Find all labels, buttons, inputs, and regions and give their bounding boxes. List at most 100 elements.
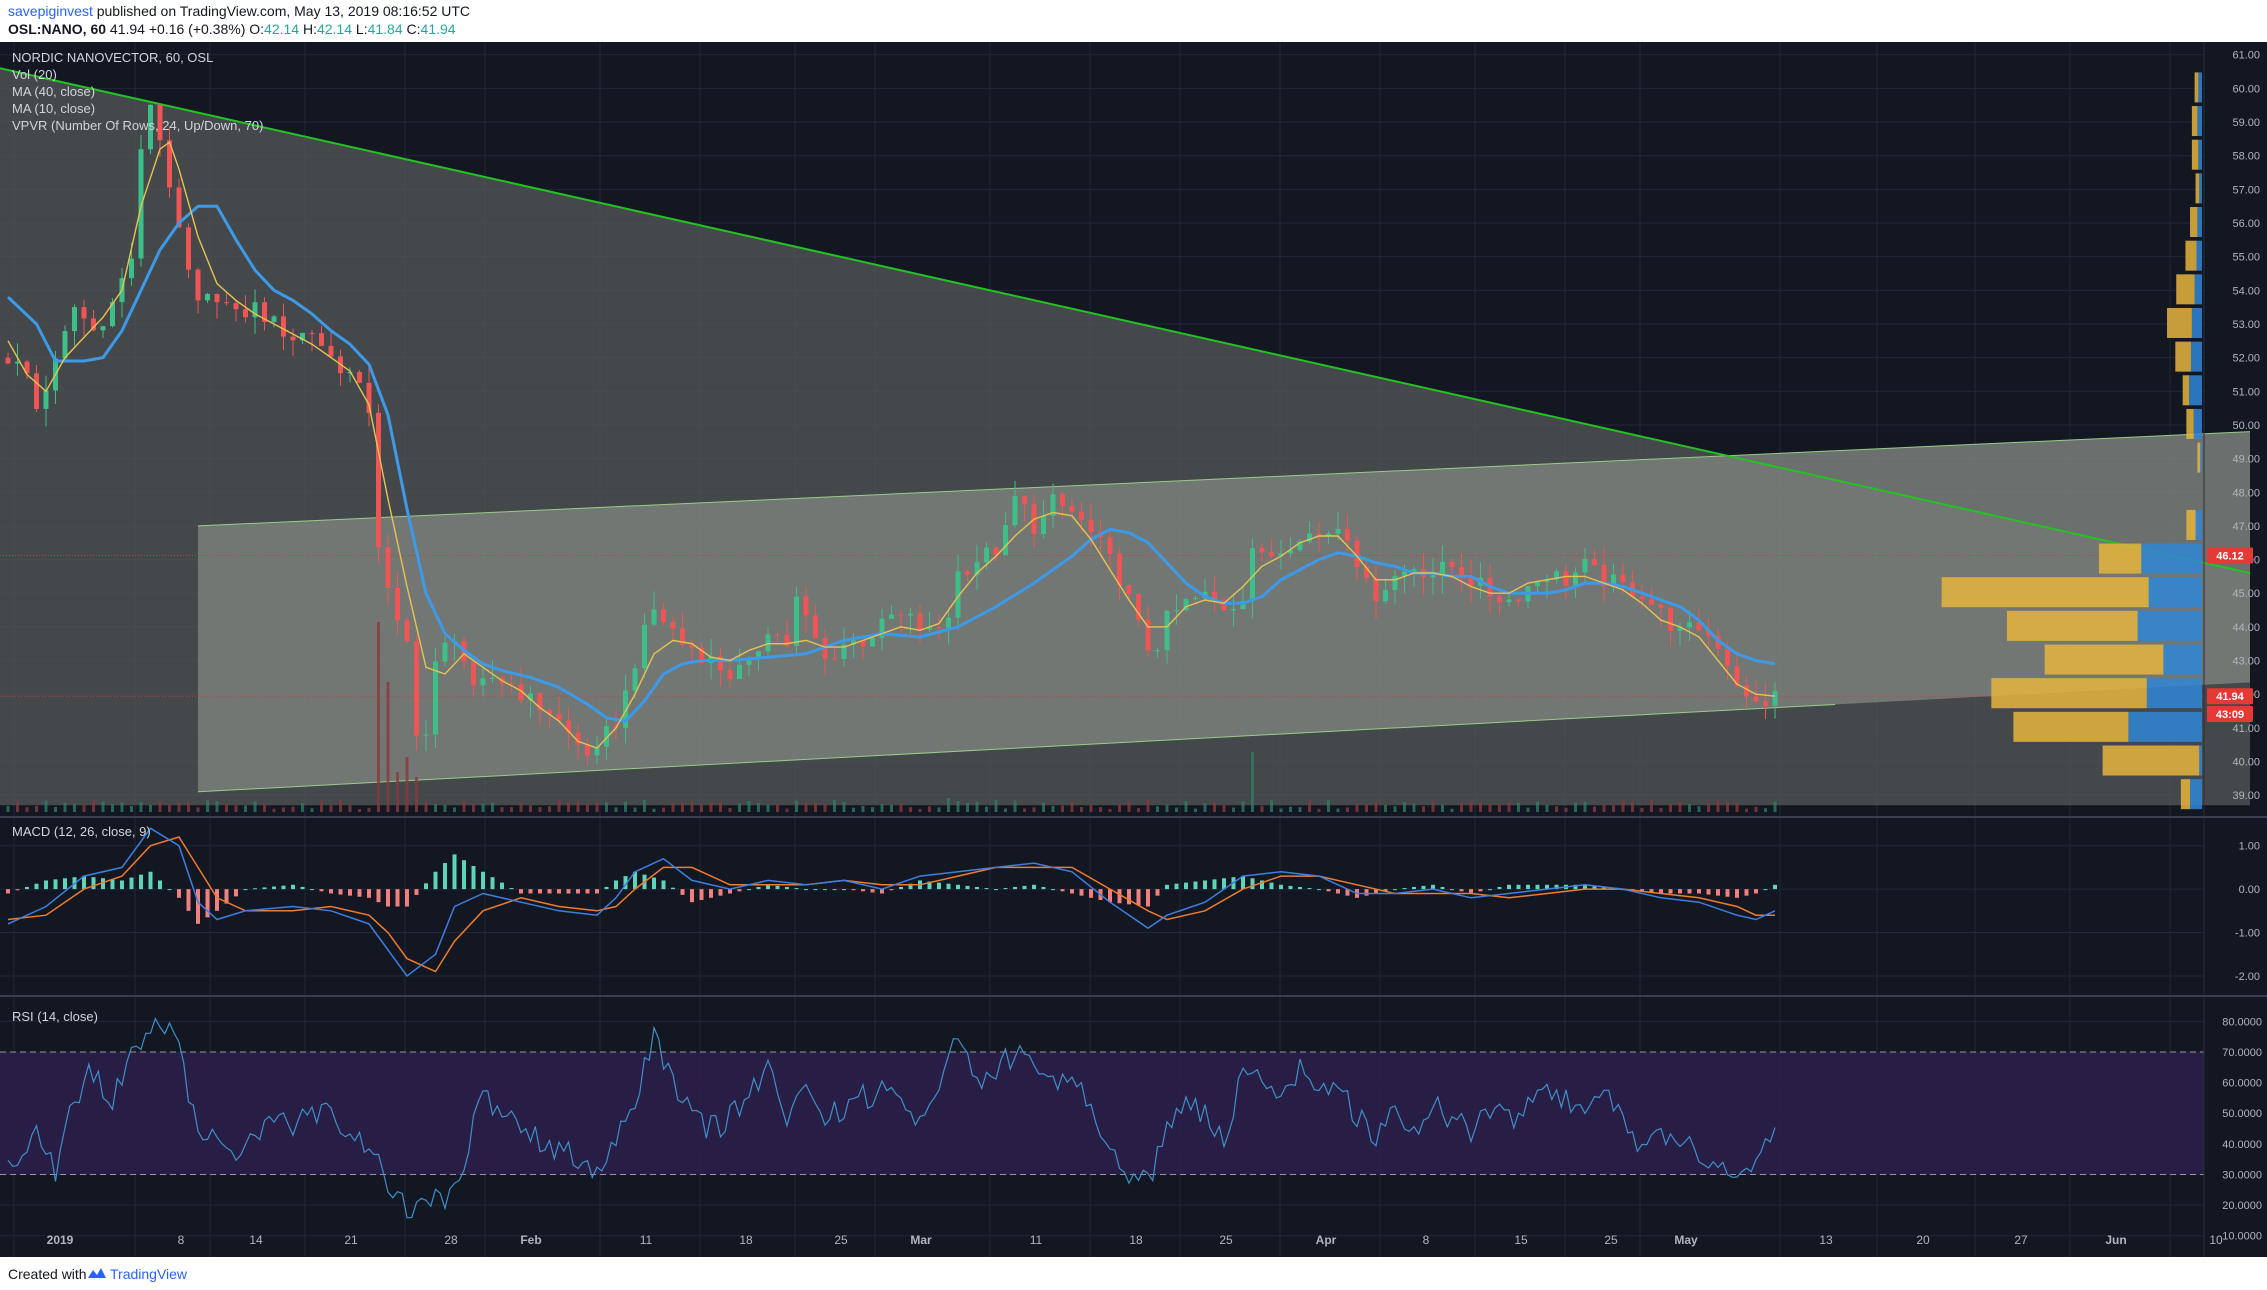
macd-hist-69 — [661, 880, 666, 890]
volume-bar-98 — [937, 807, 941, 812]
volume-bar-36 — [348, 805, 352, 812]
macd-hist-85 — [813, 889, 818, 891]
candle-body-92 — [879, 618, 885, 638]
price-tick-1: 60.00 — [2232, 83, 2260, 95]
volume-bar-117 — [1118, 804, 1121, 812]
volume-bar-9 — [92, 800, 95, 812]
macd-hist-157 — [1497, 886, 1502, 890]
footer: Created with TradingView — [0, 1257, 2267, 1290]
candle-body-179 — [1706, 630, 1711, 636]
candle-body-110 — [1050, 494, 1056, 516]
volume-bar-5 — [54, 806, 57, 812]
volume-bar-134 — [1279, 808, 1283, 812]
candle-body-94 — [898, 614, 904, 616]
macd-hist-162 — [1545, 884, 1549, 890]
volume-bar-86 — [823, 804, 827, 812]
candle-body-138 — [1316, 533, 1322, 536]
volume-bar-18 — [177, 802, 181, 812]
macd-hist-126 — [1203, 880, 1207, 890]
volume-bar-89 — [852, 807, 855, 812]
volume-bar-8 — [82, 804, 86, 812]
macd-hist-182 — [1735, 889, 1739, 898]
rsi-pane — [0, 1017, 2204, 1219]
macd-hist-160 — [1526, 884, 1530, 890]
price-tick-20: 41.00 — [2232, 723, 2260, 735]
author-link[interactable]: savepiginvest — [8, 3, 93, 19]
candle-body-174 — [1658, 604, 1664, 608]
volume-bar-2 — [25, 807, 29, 812]
volume-bar-122 — [1165, 804, 1169, 812]
candle-body-175 — [1668, 607, 1673, 631]
time-tick-16: 25 — [1604, 1233, 1618, 1247]
candle-body-104 — [993, 547, 999, 556]
macd-hist-138 — [1317, 889, 1321, 891]
volume-bar-183 — [1745, 808, 1748, 812]
vpvr-up-5 — [2196, 240, 2202, 271]
candle-body-100 — [955, 571, 961, 618]
time-tick-18: 13 — [1819, 1233, 1833, 1247]
volume-bar-107 — [1023, 808, 1026, 812]
rsi-tick-5: 30.0000 — [2222, 1169, 2262, 1181]
macd-hist-32 — [310, 889, 314, 891]
ohlc-line: OSL:NANO, 60 41.94 +0.16 (+0.38%) O:42.1… — [8, 21, 456, 37]
volume-bar-178 — [1697, 806, 1701, 812]
candle-body-78 — [746, 658, 752, 665]
macd-hist-35 — [338, 889, 343, 895]
candle-body-123 — [1174, 610, 1179, 612]
macd-hist-56 — [538, 889, 542, 894]
price-tick-13: 48.00 — [2232, 487, 2260, 499]
macd-hist-78 — [747, 889, 751, 891]
candle-body-133 — [1269, 552, 1274, 557]
chart-area[interactable]: 61.00 60.00 59.00 58.00 57.00 56.00 55.00 54.00… — [0, 42, 2267, 1257]
price-label-bg-0 — [2207, 547, 2253, 564]
vpvr-up-11 — [2200, 442, 2202, 473]
macd-hist-93 — [889, 889, 894, 891]
candle-body-0 — [5, 357, 11, 364]
volume-bar-1 — [16, 801, 19, 812]
macd-hist-101 — [965, 885, 970, 890]
volume-bar-104 — [994, 800, 998, 812]
macd-hist-120 — [1146, 889, 1150, 907]
volume-bar-182 — [1735, 803, 1739, 812]
volume-bar-179 — [1707, 803, 1710, 812]
candle-body-58 — [556, 713, 562, 721]
price-label-1: 41.94 — [2216, 691, 2244, 703]
macd-hist-55 — [528, 889, 533, 894]
macd-hist-41 — [395, 889, 400, 907]
candle-body-173 — [1649, 599, 1654, 605]
candle-body-106 — [1012, 496, 1018, 526]
candle-body-148 — [1411, 569, 1417, 572]
volume-bar-92 — [880, 804, 884, 812]
legend-ma40: MA (40, close) — [12, 84, 95, 99]
macd-hist-173 — [1649, 889, 1654, 893]
macd-hist-167 — [1592, 885, 1597, 890]
macd-hist-54 — [519, 889, 523, 894]
macd-hist-16 — [158, 880, 162, 890]
price-label-2: 43:09 — [2216, 709, 2244, 721]
macd-hist-9 — [91, 877, 96, 890]
macd-tick-0: 1.00 — [2239, 841, 2260, 853]
macd-hist-99 — [946, 883, 951, 890]
macd-pane — [6, 827, 1777, 978]
tradingview-brand[interactable]: TradingView — [110, 1266, 188, 1282]
candle-body-157 — [1497, 596, 1502, 603]
candle-body-96 — [917, 613, 923, 630]
vpvr-up-18 — [2128, 711, 2202, 742]
volume-bars — [6, 622, 1777, 812]
macd-hist-63 — [604, 886, 609, 890]
macd-hist-26 — [253, 888, 257, 890]
macd-hist-52 — [500, 882, 504, 890]
volume-bar-38 — [367, 807, 371, 812]
macd-hist-176 — [1678, 889, 1682, 894]
macd-hist-153 — [1459, 889, 1464, 892]
candle-body-172 — [1639, 596, 1645, 600]
macd-hist-163 — [1554, 884, 1559, 890]
macd-hist-30 — [291, 884, 295, 890]
macd-hist-181 — [1725, 889, 1730, 897]
macd-hist-91 — [870, 889, 875, 893]
candle-body-88 — [841, 644, 847, 659]
candle-body-70 — [670, 622, 676, 629]
macd-hist-87 — [832, 889, 837, 891]
vpvr-down-1 — [2191, 106, 2198, 137]
volume-bar-143 — [1365, 804, 1368, 812]
